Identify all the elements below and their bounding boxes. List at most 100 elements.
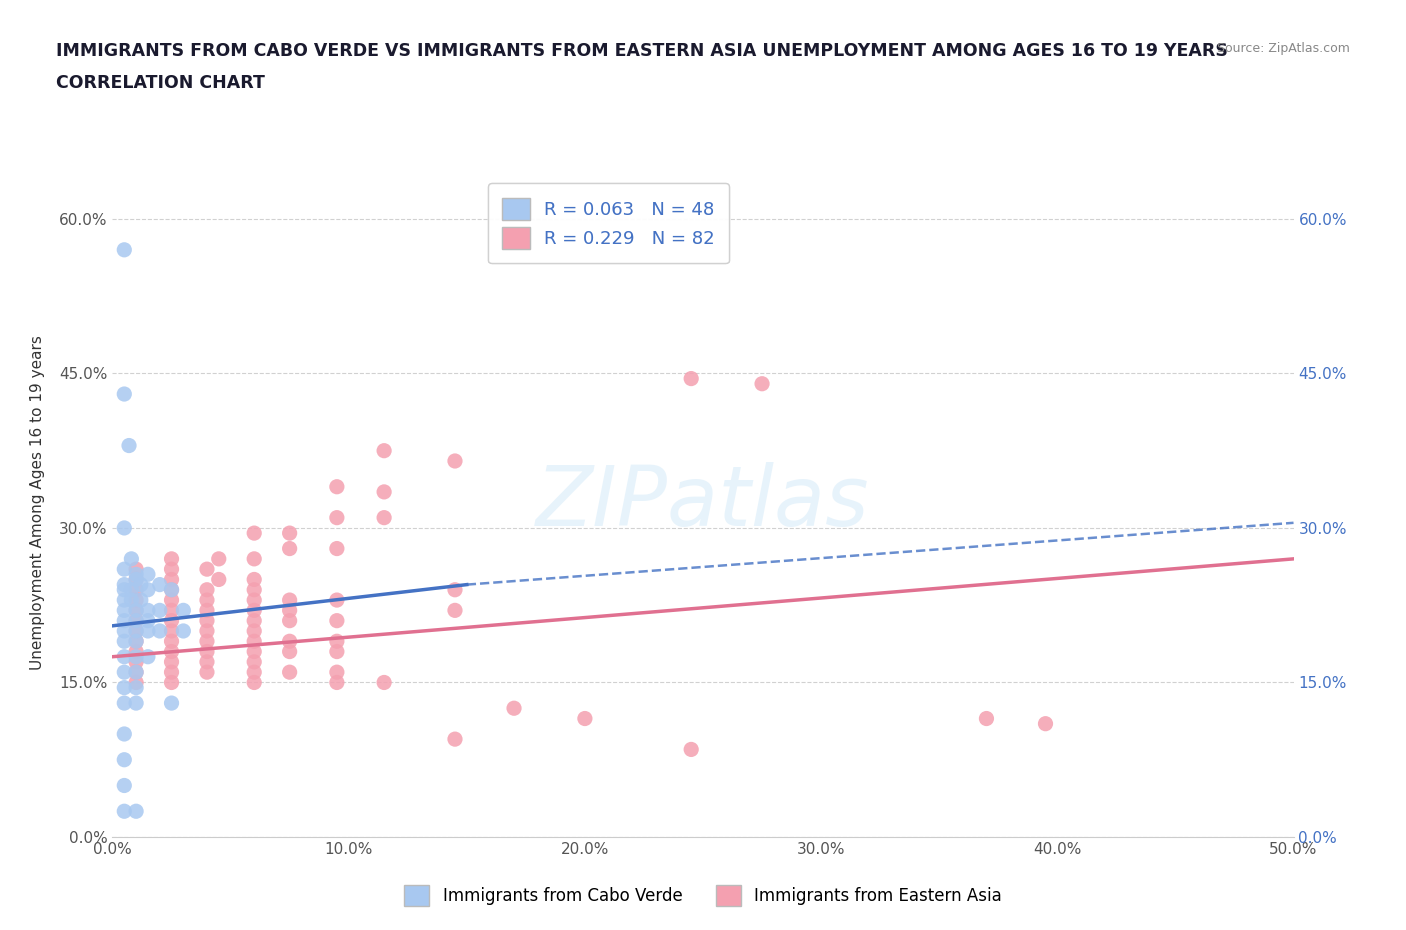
Point	[160, 572, 183, 587]
Point	[172, 623, 194, 638]
Point	[112, 603, 135, 618]
Point	[195, 603, 218, 618]
Point	[160, 675, 183, 690]
Point	[125, 603, 148, 618]
Point	[160, 592, 183, 607]
Point	[243, 634, 266, 649]
Point	[243, 572, 266, 587]
Point	[681, 742, 703, 757]
Point	[208, 572, 231, 587]
Point	[278, 603, 301, 618]
Point	[112, 592, 135, 607]
Point	[136, 567, 159, 582]
Point	[373, 485, 395, 499]
Point	[751, 377, 773, 392]
Point	[112, 387, 135, 402]
Point	[160, 655, 183, 670]
Point	[243, 603, 266, 618]
Point	[326, 665, 349, 680]
Point	[112, 665, 135, 680]
Point	[326, 644, 349, 659]
Point	[120, 551, 142, 566]
Point	[373, 675, 395, 690]
Point	[160, 582, 183, 597]
Point	[243, 592, 266, 607]
Legend: Immigrants from Cabo Verde, Immigrants from Eastern Asia: Immigrants from Cabo Verde, Immigrants f…	[398, 879, 1008, 912]
Point	[172, 603, 194, 618]
Point	[112, 778, 135, 793]
Point	[160, 613, 183, 628]
Point	[503, 701, 526, 716]
Point	[125, 665, 148, 680]
Point	[373, 511, 395, 525]
Point	[120, 582, 142, 597]
Point	[118, 438, 141, 453]
Point	[125, 665, 148, 680]
Point	[125, 634, 148, 649]
Point	[243, 582, 266, 597]
Point	[373, 444, 395, 458]
Point	[160, 562, 183, 577]
Point	[136, 649, 159, 664]
Point	[195, 582, 218, 597]
Point	[278, 665, 301, 680]
Point	[976, 711, 998, 726]
Point	[160, 644, 183, 659]
Y-axis label: Unemployment Among Ages 16 to 19 years: Unemployment Among Ages 16 to 19 years	[31, 335, 45, 670]
Point	[112, 696, 135, 711]
Point	[125, 603, 148, 618]
Point	[120, 592, 142, 607]
Point	[160, 623, 183, 638]
Point	[112, 634, 135, 649]
Point	[243, 675, 266, 690]
Point	[112, 623, 135, 638]
Point	[278, 644, 301, 659]
Point	[278, 525, 301, 540]
Point	[149, 603, 172, 618]
Point	[195, 634, 218, 649]
Point	[243, 623, 266, 638]
Text: ZIPatlas: ZIPatlas	[536, 461, 870, 543]
Point	[1035, 716, 1057, 731]
Point	[195, 655, 218, 670]
Point	[112, 613, 135, 628]
Text: IMMIGRANTS FROM CABO VERDE VS IMMIGRANTS FROM EASTERN ASIA UNEMPLOYMENT AMONG AG: IMMIGRANTS FROM CABO VERDE VS IMMIGRANTS…	[56, 42, 1227, 60]
Point	[195, 644, 218, 659]
Point	[444, 603, 467, 618]
Point	[136, 613, 159, 628]
Point	[195, 623, 218, 638]
Point	[160, 634, 183, 649]
Point	[160, 582, 183, 597]
Point	[243, 525, 266, 540]
Point	[112, 804, 135, 818]
Point	[125, 623, 148, 638]
Point	[326, 541, 349, 556]
Legend: R = 0.063   N = 48, R = 0.229   N = 82: R = 0.063 N = 48, R = 0.229 N = 82	[488, 183, 730, 263]
Point	[160, 603, 183, 618]
Point	[125, 696, 148, 711]
Point	[125, 572, 148, 587]
Point	[125, 649, 148, 664]
Point	[243, 665, 266, 680]
Point	[278, 541, 301, 556]
Point	[112, 521, 135, 536]
Point	[243, 655, 266, 670]
Point	[444, 582, 467, 597]
Point	[125, 592, 148, 607]
Point	[125, 572, 148, 587]
Point	[136, 623, 159, 638]
Point	[149, 623, 172, 638]
Point	[326, 511, 349, 525]
Point	[326, 592, 349, 607]
Point	[278, 613, 301, 628]
Point	[112, 680, 135, 695]
Point	[112, 726, 135, 741]
Point	[136, 582, 159, 597]
Point	[243, 551, 266, 566]
Point	[326, 675, 349, 690]
Point	[681, 371, 703, 386]
Point	[136, 603, 159, 618]
Point	[326, 613, 349, 628]
Point	[125, 675, 148, 690]
Point	[444, 454, 467, 469]
